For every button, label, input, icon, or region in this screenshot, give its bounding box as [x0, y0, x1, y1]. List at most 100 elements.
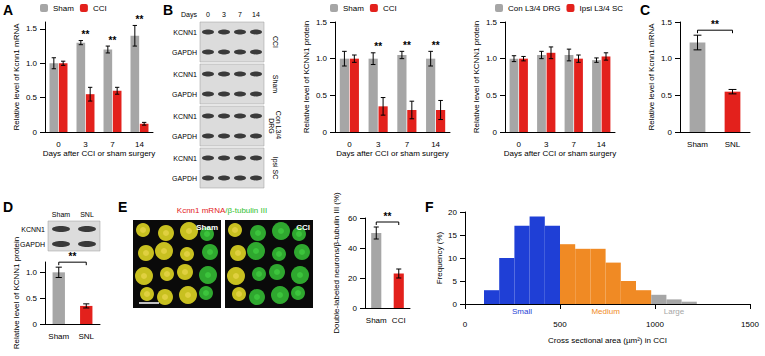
svg-text:**: **	[374, 41, 382, 52]
svg-text:/β-tubulin III: /β-tubulin III	[225, 206, 267, 215]
svg-text:Cross sectional area (µm²) in: Cross sectional area (µm²) in CCI	[548, 336, 667, 345]
svg-text:GAPDH: GAPDH	[172, 133, 197, 140]
svg-text:1.0: 1.0	[316, 54, 328, 63]
svg-text:500: 500	[553, 320, 567, 329]
svg-text:3: 3	[376, 140, 381, 149]
svg-text:Sham: Sham	[366, 316, 387, 325]
svg-text:14: 14	[135, 140, 144, 149]
svg-text:0: 0	[206, 11, 210, 18]
svg-text:Sham: Sham	[272, 75, 279, 93]
svg-text:**: **	[69, 251, 77, 262]
svg-text:0.5: 0.5	[26, 93, 38, 102]
svg-text:1500: 1500	[741, 320, 759, 329]
svg-text:Days after CCI or sham surgery: Days after CCI or sham surgery	[504, 149, 616, 158]
svg-text:14: 14	[252, 11, 260, 18]
svg-text:1.0: 1.0	[486, 54, 498, 63]
svg-text:14: 14	[597, 140, 606, 149]
svg-text:GAPDH: GAPDH	[172, 91, 197, 98]
svg-text:CCI: CCI	[383, 4, 397, 13]
svg-text:1.5: 1.5	[661, 18, 673, 27]
svg-text:KCNN1: KCNN1	[173, 29, 197, 36]
svg-text:GAPDH: GAPDH	[172, 175, 197, 182]
svg-text:CCI: CCI	[392, 316, 406, 325]
svg-text:Relative level of Kcnn1 mRNA: Relative level of Kcnn1 mRNA	[12, 23, 21, 131]
svg-text:**: **	[136, 14, 144, 25]
svg-text:7: 7	[110, 140, 115, 149]
svg-text:Kcnn1 mRNA: Kcnn1 mRNA	[177, 206, 226, 215]
svg-text:GAPDH: GAPDH	[20, 241, 45, 248]
svg-text:Ipsi SC: Ipsi SC	[271, 157, 279, 180]
svg-text:KCNN1: KCNN1	[173, 71, 197, 78]
svg-text:**: **	[384, 211, 392, 222]
svg-text:0: 0	[353, 304, 358, 313]
svg-text:0: 0	[668, 128, 673, 137]
svg-text:Medium: Medium	[591, 307, 620, 316]
svg-text:Days after CCI or sham surgery: Days after CCI or sham surgery	[43, 149, 155, 158]
svg-text:0.5: 0.5	[316, 91, 328, 100]
svg-text:KCNN1: KCNN1	[173, 155, 197, 162]
svg-text:Frequency (%): Frequency (%)	[435, 231, 444, 284]
svg-text:0: 0	[323, 128, 328, 137]
svg-text:0.5: 0.5	[661, 91, 673, 100]
svg-text:KCNN1: KCNN1	[21, 226, 45, 233]
svg-text:Small: Small	[512, 307, 532, 316]
svg-text:Relative level of KCNN1 protei: Relative level of KCNN1 protein	[302, 21, 311, 134]
svg-text:1.5: 1.5	[316, 18, 328, 27]
svg-text:5: 5	[453, 277, 458, 286]
svg-text:SNL: SNL	[725, 140, 741, 149]
svg-text:0: 0	[453, 300, 458, 309]
svg-text:F: F	[425, 199, 434, 215]
svg-text:Sham: Sham	[343, 4, 364, 13]
svg-text:1.0: 1.0	[661, 54, 673, 63]
svg-text:CCI: CCI	[296, 223, 310, 232]
svg-text:Sham: Sham	[52, 211, 70, 218]
svg-text:B: B	[163, 2, 173, 18]
svg-text:7: 7	[572, 140, 577, 149]
svg-text:1.0: 1.0	[26, 268, 38, 277]
svg-text:0: 0	[517, 140, 522, 149]
svg-text:40: 40	[348, 244, 357, 253]
svg-text:14: 14	[431, 140, 440, 149]
svg-text:GAPDH: GAPDH	[172, 49, 197, 56]
svg-text:10: 10	[448, 254, 457, 263]
svg-text:DRG: DRG	[268, 118, 275, 134]
svg-text:Sham: Sham	[48, 332, 69, 341]
svg-text:A: A	[3, 2, 13, 18]
svg-text:Large: Large	[664, 307, 685, 316]
svg-text:0: 0	[33, 320, 38, 329]
svg-text:Days: Days	[181, 11, 197, 19]
svg-text:**: **	[432, 40, 440, 51]
svg-text:1.5: 1.5	[486, 18, 498, 27]
svg-text:7: 7	[405, 140, 410, 149]
svg-text:1.0: 1.0	[26, 59, 38, 68]
svg-text:**: **	[403, 40, 411, 51]
svg-text:Ipsi L3/4 SC: Ipsi L3/4 SC	[579, 4, 623, 13]
svg-text:D: D	[3, 199, 13, 215]
svg-text:3: 3	[222, 11, 226, 18]
svg-text:CCI: CCI	[272, 36, 279, 48]
svg-text:3: 3	[83, 140, 88, 149]
svg-text:60: 60	[348, 214, 357, 223]
svg-text:Double-labeled neurons/β-tubul: Double-labeled neurons/β-tubulin III (%)	[332, 192, 341, 334]
svg-text:Sham: Sham	[53, 4, 74, 13]
svg-text:15: 15	[448, 231, 457, 240]
svg-text:3: 3	[544, 140, 549, 149]
svg-text:**: **	[109, 35, 117, 46]
svg-text:**: **	[711, 19, 719, 30]
svg-text:SNL: SNL	[80, 211, 94, 218]
svg-text:0.5: 0.5	[486, 91, 498, 100]
svg-text:Relative level of Kcnn1 mRNA: Relative level of Kcnn1 mRNA	[647, 23, 656, 131]
svg-text:Sham: Sham	[196, 223, 218, 232]
svg-text:1000: 1000	[646, 320, 664, 329]
svg-text:Relative level of KCNN1 protei: Relative level of KCNN1 protein	[472, 21, 481, 134]
svg-text:1.5: 1.5	[26, 24, 38, 33]
svg-text:SNL: SNL	[78, 332, 94, 341]
svg-text:20: 20	[448, 208, 457, 217]
svg-text:Relative level of KCNN1 protei: Relative level of KCNN1 protein	[12, 237, 21, 350]
svg-text:20: 20	[348, 274, 357, 283]
svg-text:Days after CCI or sham surgery: Days after CCI or sham surgery	[336, 149, 448, 158]
svg-text:0: 0	[493, 128, 498, 137]
svg-text:Con L3/4 DRG: Con L3/4 DRG	[508, 4, 560, 13]
svg-text:KCNN1: KCNN1	[173, 113, 197, 120]
svg-text:0: 0	[33, 128, 38, 137]
